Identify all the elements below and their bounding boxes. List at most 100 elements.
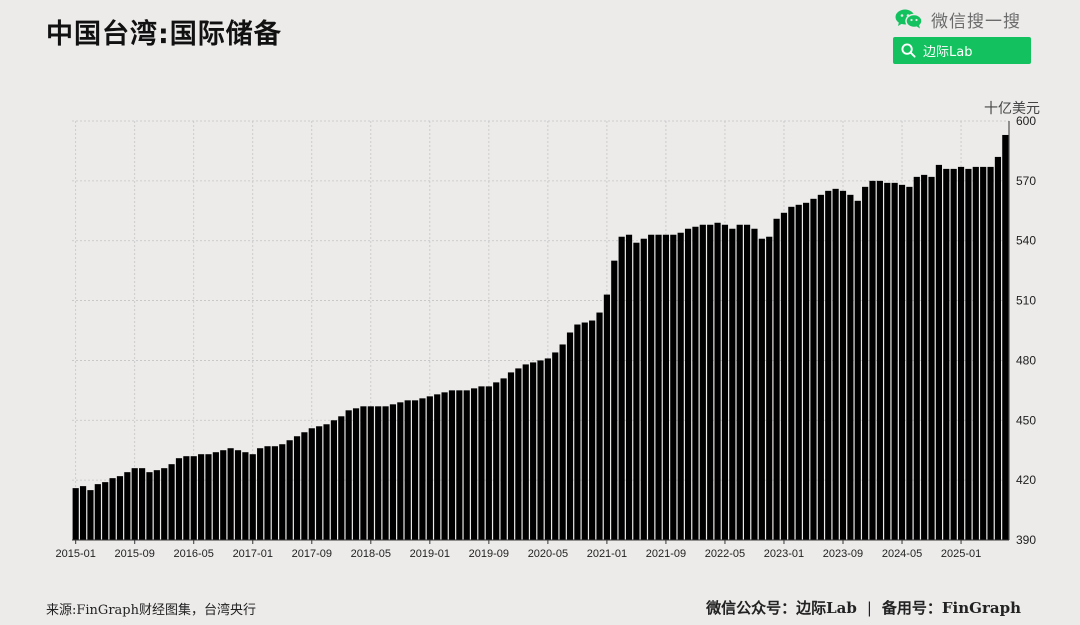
bar [264, 446, 271, 540]
bar [972, 166, 979, 540]
y-tick-label: 480 [1016, 353, 1036, 367]
bar [301, 432, 308, 540]
bar [124, 472, 131, 540]
footer-separator: | [866, 599, 872, 617]
bar [803, 202, 810, 541]
bar [183, 456, 190, 540]
bar [670, 234, 677, 540]
chart-bars [72, 134, 1009, 541]
bar [699, 224, 706, 540]
bar [530, 362, 537, 540]
bar [338, 416, 345, 540]
search-icon [901, 43, 916, 58]
x-tick-label: 2020-05 [528, 548, 568, 560]
bar [832, 188, 839, 541]
bar [921, 174, 928, 540]
page-title: 中国台湾:国际储备 [46, 19, 282, 50]
wechat-search-label: 微信搜一搜 [931, 11, 1021, 32]
y-tick-label: 420 [1016, 473, 1036, 487]
bar [330, 420, 338, 540]
x-tick-label: 2017-01 [233, 548, 273, 560]
wechat-account: 微信公众号：边际Lab [706, 599, 857, 617]
bar [957, 166, 965, 540]
bar [721, 224, 729, 540]
bar [743, 224, 751, 540]
x-tick-label: 2025-01 [941, 548, 981, 560]
bar [736, 224, 743, 540]
bar [559, 344, 566, 540]
bar [965, 168, 972, 540]
bar [862, 186, 869, 541]
bar [795, 204, 802, 541]
bar [758, 238, 765, 540]
bar [500, 378, 507, 540]
bar [485, 386, 492, 540]
bar [72, 488, 79, 540]
y-axis-unit-label: 十亿美元 [984, 101, 1040, 117]
bar [345, 410, 352, 540]
bar [751, 228, 758, 540]
bar [367, 406, 374, 540]
y-tick-label: 600 [1016, 114, 1036, 128]
bar [869, 180, 876, 540]
bar [227, 448, 234, 540]
bar [131, 468, 138, 540]
bar [463, 390, 470, 540]
bar [891, 182, 898, 540]
bar [375, 406, 382, 540]
bar [692, 226, 699, 540]
bar [116, 476, 124, 540]
bar [205, 454, 212, 540]
bar [109, 478, 116, 540]
bar [581, 322, 588, 540]
x-tick-label: 2022-05 [705, 548, 745, 560]
bar [1002, 134, 1009, 540]
bar [190, 456, 197, 540]
x-tick-label: 2016-05 [174, 548, 214, 560]
bar [175, 458, 183, 540]
bar [684, 228, 692, 540]
bar [234, 450, 242, 540]
bar [448, 390, 456, 540]
x-tick-label: 2023-09 [823, 548, 863, 560]
x-tick-label: 2015-01 [56, 548, 96, 560]
bar [419, 398, 426, 540]
bar [139, 468, 146, 540]
bar [257, 448, 264, 540]
bar [434, 394, 441, 540]
wechat-search-brand[interactable]: 微信搜一搜 [895, 6, 1021, 32]
bar [884, 182, 891, 540]
bar [198, 454, 205, 540]
x-tick-label: 2019-01 [410, 548, 450, 560]
bar [788, 206, 795, 541]
bar [146, 472, 153, 540]
source-note: 来源:FinGraph财经图集，台湾央行 [46, 603, 256, 618]
search-button-label: 边际Lab [923, 45, 973, 60]
bar [507, 372, 515, 540]
y-tick-label: 540 [1016, 234, 1036, 248]
bar [552, 352, 559, 540]
bar [441, 392, 448, 540]
bar [714, 222, 721, 540]
chart-axes: 390 420 450 480 510 540 570 600 2015-01 2015-09 20… [56, 114, 1037, 560]
bar [935, 164, 942, 540]
y-tick-label: 390 [1016, 533, 1036, 547]
bar [906, 186, 913, 541]
y-tick-label: 570 [1016, 174, 1036, 188]
bar [729, 228, 736, 540]
bar [397, 402, 404, 540]
bar [854, 200, 861, 541]
search-button[interactable]: 边际Lab [893, 37, 1031, 64]
bar [102, 482, 109, 540]
x-tick-label: 2021-01 [587, 548, 627, 560]
bar [493, 382, 500, 540]
bar [943, 168, 950, 540]
bar [640, 238, 647, 540]
bar [515, 368, 522, 540]
bar [522, 364, 529, 540]
bar [168, 464, 175, 540]
bar [898, 184, 906, 540]
footer-credits: 微信公众号：边际Lab | 备用号：FinGraph [706, 597, 1021, 618]
bar [404, 400, 411, 540]
